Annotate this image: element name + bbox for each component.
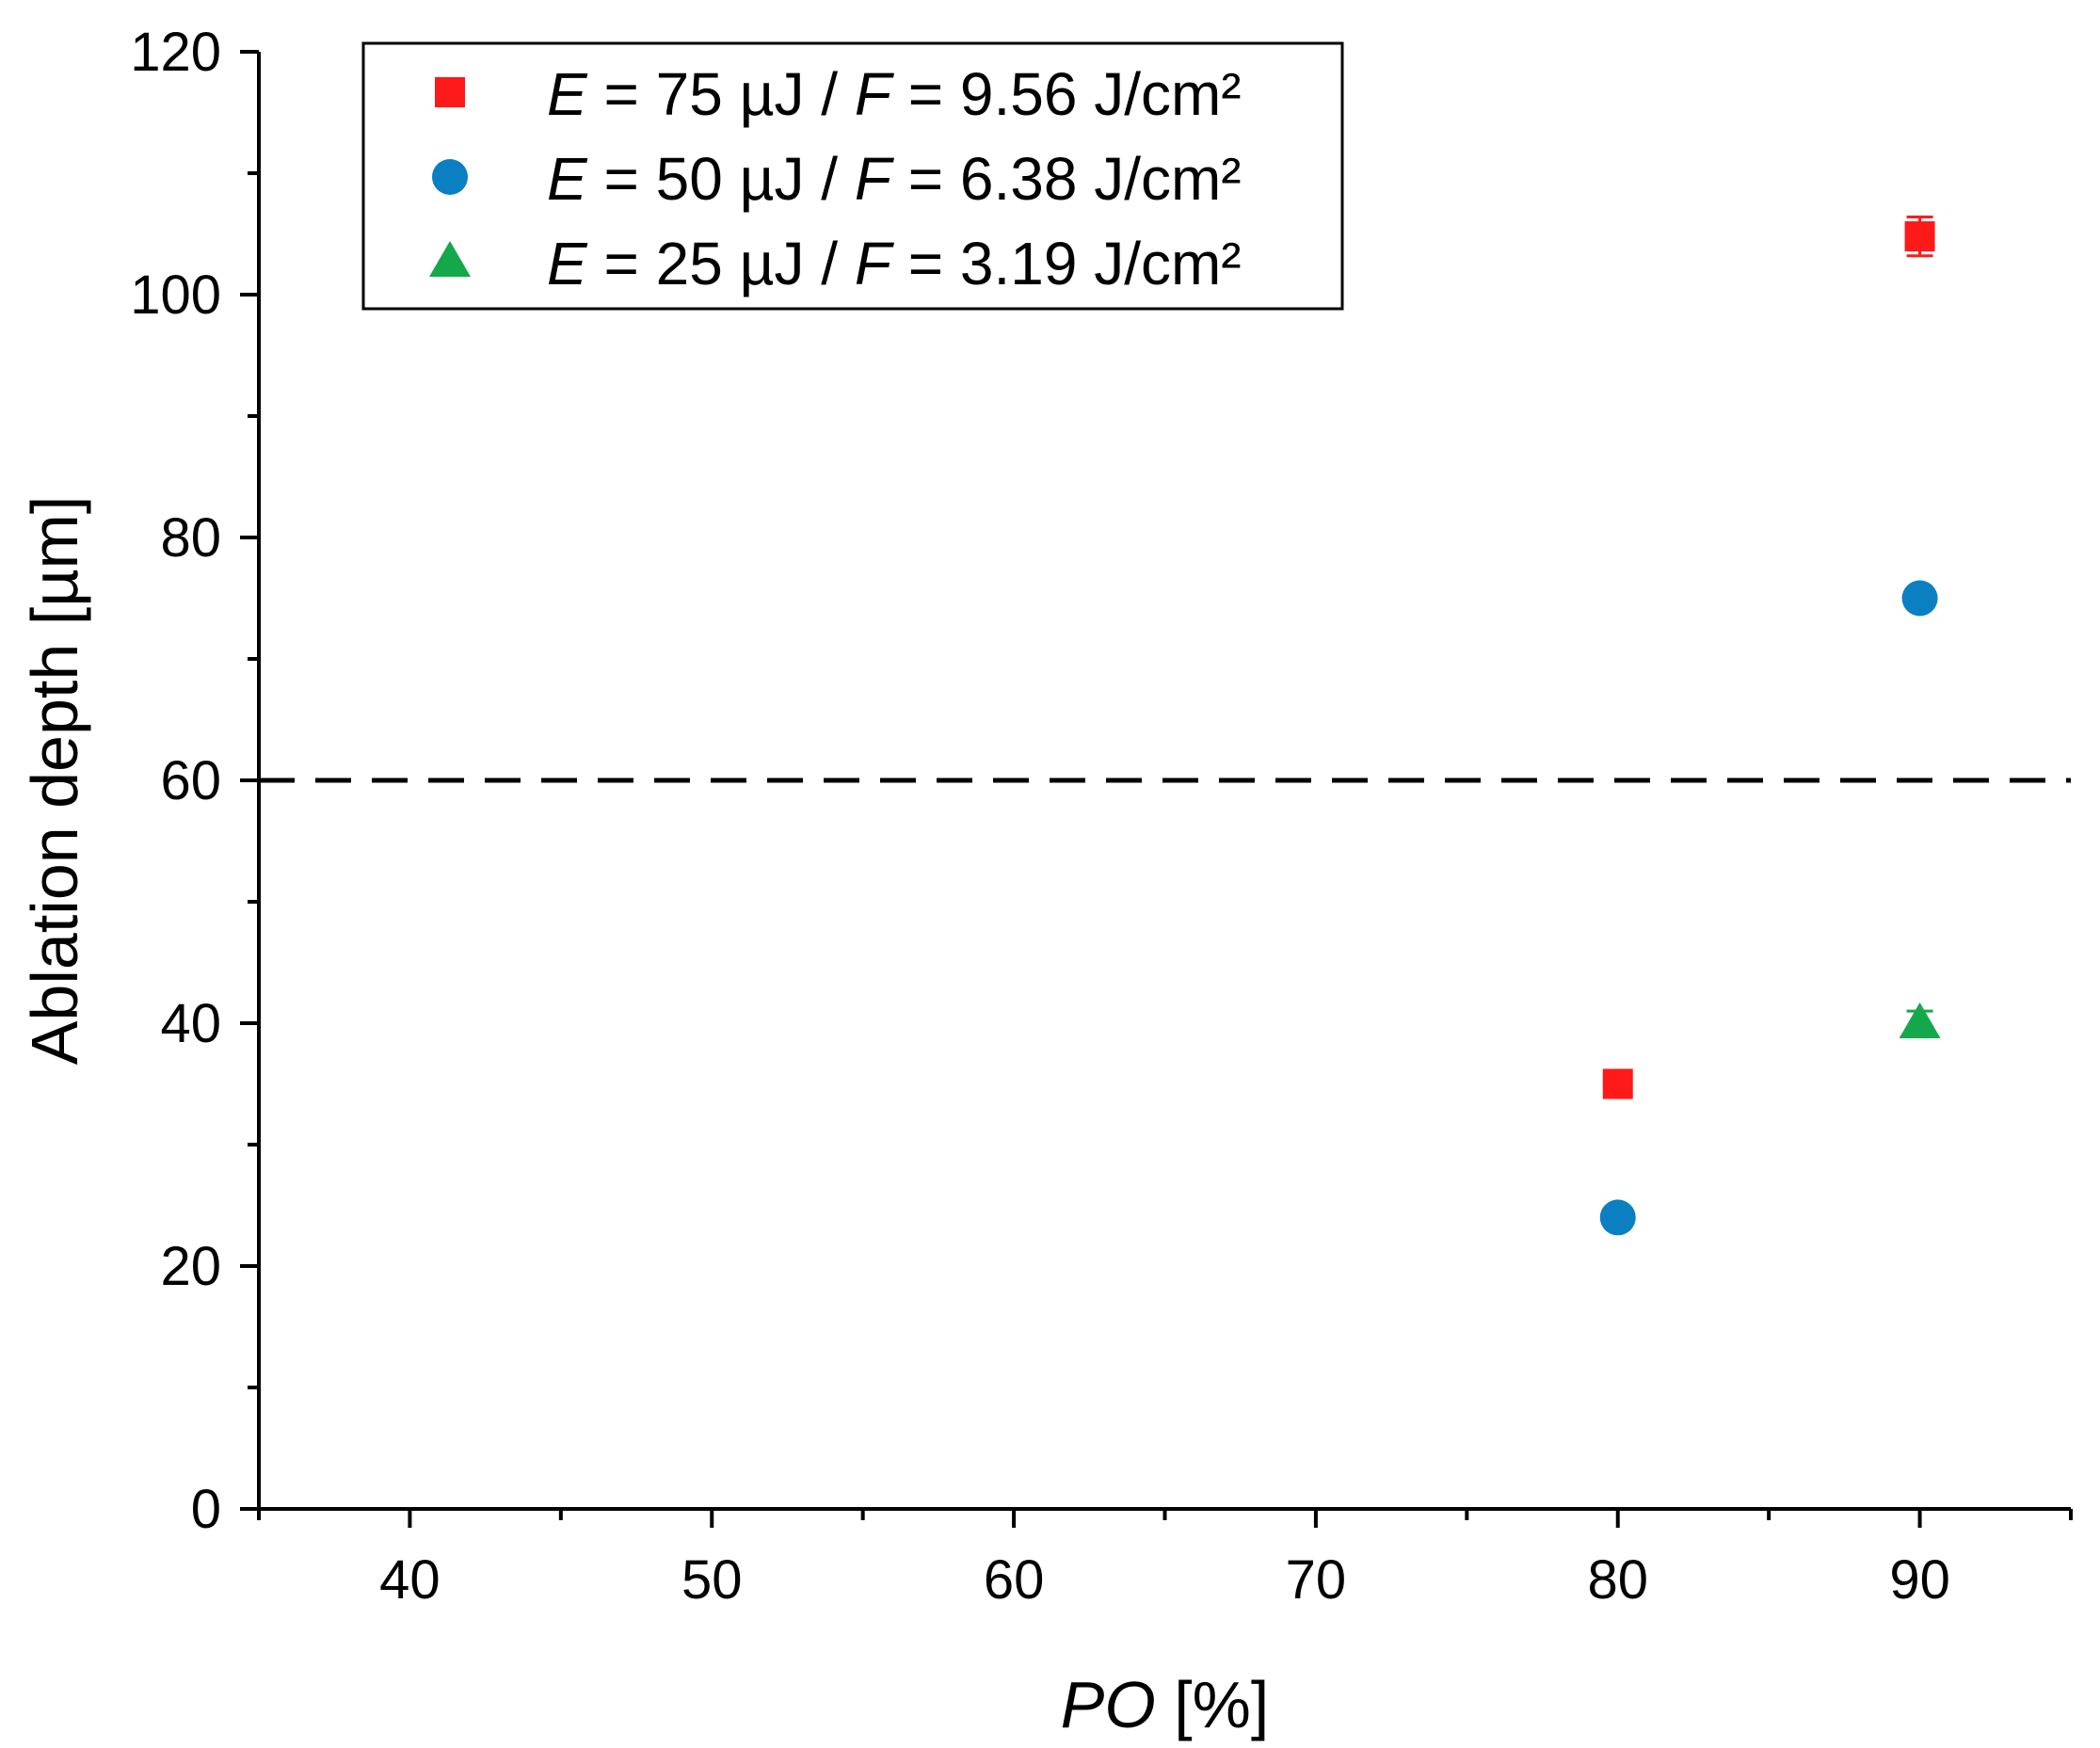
legend-value: = 3.19 J/cm² [891, 230, 1242, 297]
legend-symbol: E [547, 60, 588, 128]
axes: 0 20 40 60 80 100 120 40 50 60 70 80 90 [130, 22, 2073, 1611]
legend-symbol: E [547, 145, 588, 213]
x-tick-label: 80 [1587, 1549, 1648, 1611]
y-tick-label: 20 [160, 1236, 221, 1297]
x-tick-label: 70 [1286, 1549, 1347, 1611]
x-tick-label: 60 [984, 1549, 1045, 1611]
legend-symbol: F [855, 145, 895, 213]
y-tick-label: 0 [191, 1479, 221, 1540]
x-tick-label: 90 [1889, 1549, 1950, 1611]
legend-value: = 6.38 J/cm² [891, 145, 1242, 213]
legend-value: = 9.56 J/cm² [891, 60, 1242, 128]
y-tick-label: 60 [160, 750, 221, 811]
data-marks [1599, 215, 1941, 1236]
legend: E = 75 µJ / F = 9.56 J/cm² E = 50 µJ / F … [361, 41, 1344, 311]
data-point-triangle [1899, 1002, 1941, 1038]
legend-box [361, 41, 1344, 311]
legend-value: = 25 µJ / [587, 230, 855, 297]
data-point-square [1904, 221, 1935, 252]
x-tick-label: 40 [379, 1549, 441, 1611]
legend-marker-triangle [429, 241, 471, 277]
x-tick-label: 50 [681, 1549, 743, 1611]
legend-value: = 50 µJ / [587, 145, 855, 213]
y-tick-label: 100 [130, 265, 221, 326]
legend-symbol: F [855, 230, 895, 297]
legend-symbol: E [547, 230, 588, 297]
legend-marker-square [435, 77, 465, 107]
x-axis-title-unit: [%] [1156, 1668, 1270, 1741]
legend-label: E = 75 µJ / F = 9.56 J/cm² [547, 60, 1242, 128]
data-point-circle [1599, 1199, 1636, 1236]
legend-label: E = 50 µJ / F = 6.38 J/cm² [547, 145, 1242, 213]
y-tick-label: 40 [160, 993, 221, 1054]
y-axis-title: Ablation depth [µm] [18, 496, 91, 1066]
data-point-circle [1901, 580, 1938, 617]
legend-label: E = 25 µJ / F = 3.19 J/cm² [547, 230, 1242, 297]
y-tick-label: 120 [130, 22, 221, 83]
legend-marker-circle [432, 159, 468, 195]
x-axis-title-symbol: PO [1061, 1668, 1156, 1741]
x-axis-title: PO [%] [1061, 1668, 1270, 1741]
legend-value: = 75 µJ / [587, 60, 855, 128]
data-point-square [1602, 1068, 1633, 1099]
legend-symbol: F [855, 60, 895, 128]
y-tick-label: 80 [160, 507, 221, 569]
